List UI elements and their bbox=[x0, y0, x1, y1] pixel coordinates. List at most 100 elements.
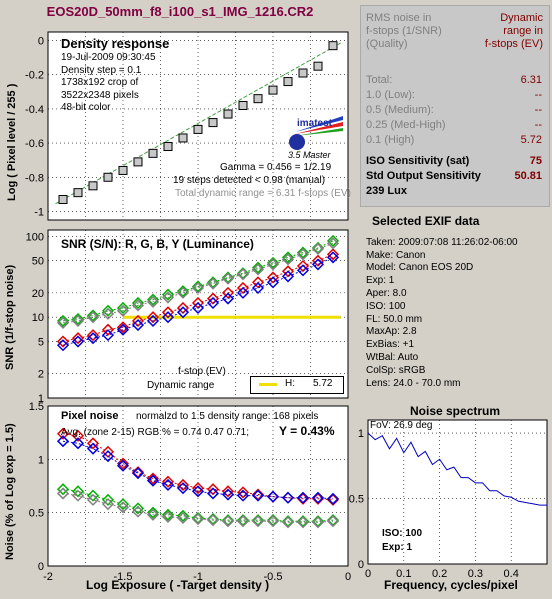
rms-row-label: Total: bbox=[366, 74, 393, 86]
exif-line: Lens: 24.0 - 70.0 mm bbox=[366, 377, 461, 389]
density-point bbox=[103, 172, 113, 182]
imatest-logo-graphic bbox=[289, 116, 343, 150]
noise-point-Y bbox=[326, 515, 340, 528]
spectrum-ytick: 0.5 bbox=[349, 494, 364, 506]
exif-line: FL: 50.0 mm bbox=[366, 313, 423, 325]
snr-point-Y bbox=[266, 258, 280, 271]
noise-point-G bbox=[296, 515, 310, 528]
density-heading: Density response bbox=[61, 36, 170, 51]
density-point bbox=[73, 188, 83, 198]
rms-row-value: 6.31 bbox=[520, 74, 542, 86]
snr-point-B bbox=[131, 318, 145, 332]
spectrum-xtick: 0.4 bbox=[504, 568, 519, 580]
density-ytick: -1 bbox=[34, 206, 44, 218]
noise-xtick: -2 bbox=[43, 571, 53, 583]
noise-point-B bbox=[176, 482, 190, 495]
iso-sat-label: ISO Sensitivity (sat) bbox=[366, 155, 470, 167]
density-ytick: -0.2 bbox=[25, 70, 44, 82]
exif-heading: Selected EXIF data bbox=[372, 214, 480, 228]
noise-point-R bbox=[176, 478, 190, 491]
noise-point-Y bbox=[71, 489, 85, 502]
legend-box: H: 5.72 bbox=[250, 376, 344, 394]
exif-line: ExBias: +1 bbox=[366, 339, 415, 351]
noise-point-G bbox=[131, 502, 145, 515]
exif-line: Aper: 8.0 bbox=[366, 287, 407, 299]
noise-point-G bbox=[176, 509, 190, 522]
snr-point-G bbox=[56, 314, 70, 327]
snr-point-G bbox=[326, 234, 340, 247]
spectrum-xtick: 0.3 bbox=[468, 568, 483, 580]
noise-y-value: Y = 0.43% bbox=[279, 424, 335, 438]
noise-point-R bbox=[236, 486, 250, 499]
snr-heading: SNR (S/N): R, G, B, Y (Luminance) bbox=[61, 237, 254, 251]
snr-point-R bbox=[296, 259, 310, 273]
noise-xlabel: Log Exposure ( -Target density ) bbox=[86, 578, 270, 592]
snr-series-B bbox=[62, 256, 334, 346]
density-point bbox=[328, 41, 338, 51]
noise-point-B bbox=[266, 490, 280, 503]
snr-point-G bbox=[296, 246, 310, 259]
noise-point-G bbox=[191, 511, 205, 525]
noise-point-Y bbox=[161, 510, 175, 523]
noise-ylabel: Noise (% of Log exp = 1.5) bbox=[4, 423, 16, 560]
density-point bbox=[298, 68, 308, 78]
noise-series-G bbox=[62, 488, 334, 522]
density-point bbox=[118, 165, 128, 175]
noise-point-Y bbox=[101, 498, 115, 511]
density-fit-line bbox=[55, 42, 341, 205]
snr-point-R bbox=[146, 311, 160, 324]
snr-point-R bbox=[131, 314, 145, 327]
density-point bbox=[313, 61, 323, 71]
density-point bbox=[283, 77, 293, 87]
page-title: EOS20D_50mm_f8_i100_s1_IMG_1216.CR2 bbox=[46, 4, 314, 19]
rms-row-value: -- bbox=[534, 89, 542, 101]
rms-row-value: -- bbox=[534, 104, 542, 116]
exif-line: Taken: 2009:07:08 11:26:02-06:00 bbox=[366, 236, 518, 248]
snr-point-B bbox=[71, 335, 85, 348]
gamma-text: Gamma = 0.456 = 1/2.19 bbox=[220, 162, 332, 173]
density-point bbox=[88, 181, 98, 191]
noise-point-Y bbox=[191, 513, 205, 526]
snr-point-Y bbox=[206, 277, 220, 290]
snr-point-Y bbox=[191, 281, 205, 295]
noise-point-B bbox=[281, 491, 295, 504]
imatest-logo bbox=[285, 112, 345, 160]
rms-col2-head: Dynamic range in f-stops (EV) bbox=[485, 12, 543, 51]
exif-line: WtBal: Auto bbox=[366, 351, 419, 363]
snr-point-R bbox=[206, 292, 220, 305]
snr-point-Y bbox=[326, 237, 340, 250]
snr-point-G bbox=[116, 301, 130, 315]
snr-point-R bbox=[221, 286, 235, 299]
snr-point-B bbox=[236, 286, 250, 299]
noise-point-B bbox=[161, 478, 175, 491]
spectrum-line bbox=[367, 432, 547, 506]
snr-point-B bbox=[281, 270, 295, 283]
snr-point-G bbox=[161, 288, 175, 301]
noise-point-Y bbox=[146, 508, 160, 521]
rms-row-label: 0.25 (Med-High) bbox=[366, 119, 446, 131]
spectrum-heading: Noise spectrum bbox=[410, 404, 501, 418]
noise-point-Y bbox=[176, 511, 190, 525]
snr-point-G bbox=[146, 293, 160, 306]
rms-row-value: 5.72 bbox=[520, 134, 542, 146]
steps-text: 19 steps detected < 0.98 (manual) bbox=[173, 175, 326, 186]
snr-point-R bbox=[176, 301, 190, 315]
noise-point-R bbox=[86, 437, 100, 450]
noise-point-B bbox=[191, 485, 205, 498]
noise-point-G bbox=[251, 514, 265, 527]
noise-point-B bbox=[251, 489, 265, 502]
density-point bbox=[148, 148, 158, 158]
legend-dynamic-range: Dynamic range bbox=[147, 380, 215, 391]
snr-point-Y bbox=[221, 272, 235, 285]
snr-point-R bbox=[56, 335, 70, 348]
legend-fstop: f-stop (EV) bbox=[178, 366, 226, 377]
imatest-logo-text: imatest bbox=[297, 118, 333, 129]
noise-point-B bbox=[146, 474, 160, 487]
snr-chart: 100 50 20 10 5 2 1 bbox=[26, 229, 349, 402]
noise-series-B bbox=[62, 440, 334, 500]
noise-chart: 1.510.50-2 -1.5 -1 -0.5 0 bbox=[29, 402, 351, 583]
density-ytick: -0.4 bbox=[25, 104, 44, 116]
snr-point-R bbox=[71, 332, 85, 345]
snr-point-G bbox=[251, 261, 265, 274]
density-ytick: -0.8 bbox=[25, 172, 44, 184]
